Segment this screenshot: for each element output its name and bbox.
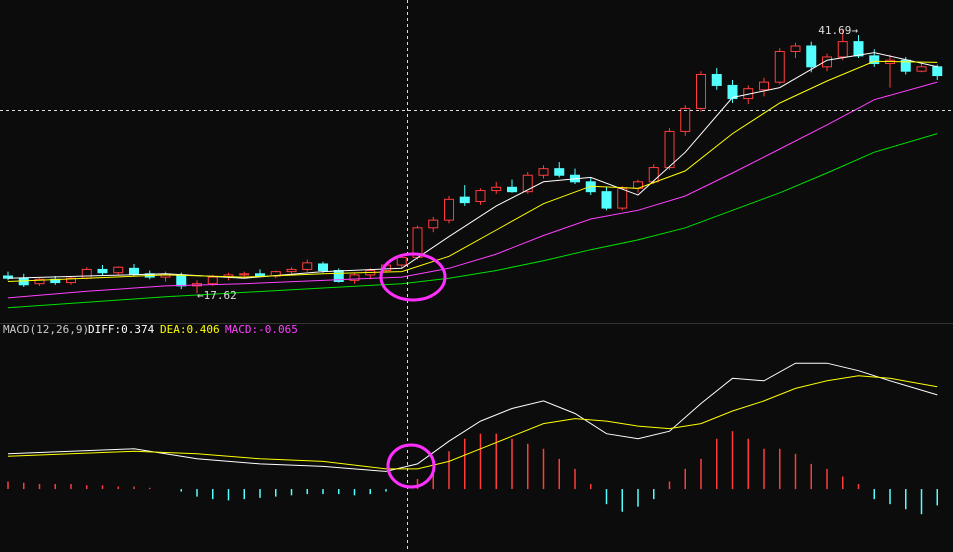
candle-body	[239, 273, 250, 276]
candle-body	[680, 107, 691, 132]
candle-body	[459, 196, 470, 204]
candle-body	[664, 130, 675, 169]
candle-body	[66, 277, 76, 284]
indicator-line	[7, 375, 938, 470]
candle-body	[853, 41, 864, 57]
candle-body	[790, 45, 801, 52]
legend-entry: DIFF:0.374	[88, 323, 155, 336]
highlight-circle	[379, 252, 447, 302]
candle-body	[822, 56, 832, 68]
candle-body	[932, 66, 943, 77]
candle-body	[81, 268, 92, 279]
candle-body	[522, 174, 533, 193]
candle-body	[507, 186, 517, 193]
marks	[3, 29, 943, 515]
candle-body	[302, 262, 313, 270]
candle-body	[759, 81, 769, 91]
candle-body	[113, 266, 124, 274]
candle-body	[34, 278, 45, 285]
candle-body	[774, 50, 785, 83]
highlight-circle	[386, 443, 436, 489]
candle-body	[916, 66, 927, 72]
indicator-line	[7, 52, 938, 279]
candle-body	[207, 276, 218, 285]
min-annotation: ←17.62	[197, 289, 237, 302]
legend-entry: MACD:-0.065	[225, 323, 298, 336]
candle-body	[727, 84, 738, 100]
max-annotation: 41.69→	[818, 24, 858, 37]
candle-body	[806, 45, 817, 68]
candle-body	[97, 268, 108, 274]
candle-body	[696, 73, 706, 109]
indicator-line	[7, 362, 938, 472]
candle-body	[617, 187, 628, 209]
candle-body	[869, 55, 880, 65]
candle-body	[176, 274, 187, 287]
candle-body	[837, 41, 848, 58]
candle-body	[129, 267, 139, 275]
indicator-line	[7, 60, 938, 282]
candle-body	[255, 273, 265, 277]
candle-body	[428, 219, 439, 229]
candle-body	[475, 190, 486, 203]
indicator-line	[7, 133, 938, 309]
candle-body	[711, 73, 722, 86]
candle-body	[349, 274, 360, 281]
candle-body	[601, 191, 612, 209]
candle-body	[18, 277, 29, 286]
indicator-line	[7, 81, 938, 299]
indicator-title: MACD(12,26,9)	[3, 323, 89, 336]
candle-body	[491, 186, 502, 192]
candle-body	[554, 168, 565, 176]
candle-body	[286, 268, 297, 273]
candle-body	[444, 198, 454, 221]
candle-body	[900, 59, 911, 72]
legend-entry: DEA:0.406	[160, 323, 220, 336]
candle-body	[396, 256, 407, 266]
candle-body	[318, 263, 328, 272]
candle-body	[648, 167, 659, 183]
candle-body	[538, 168, 549, 176]
